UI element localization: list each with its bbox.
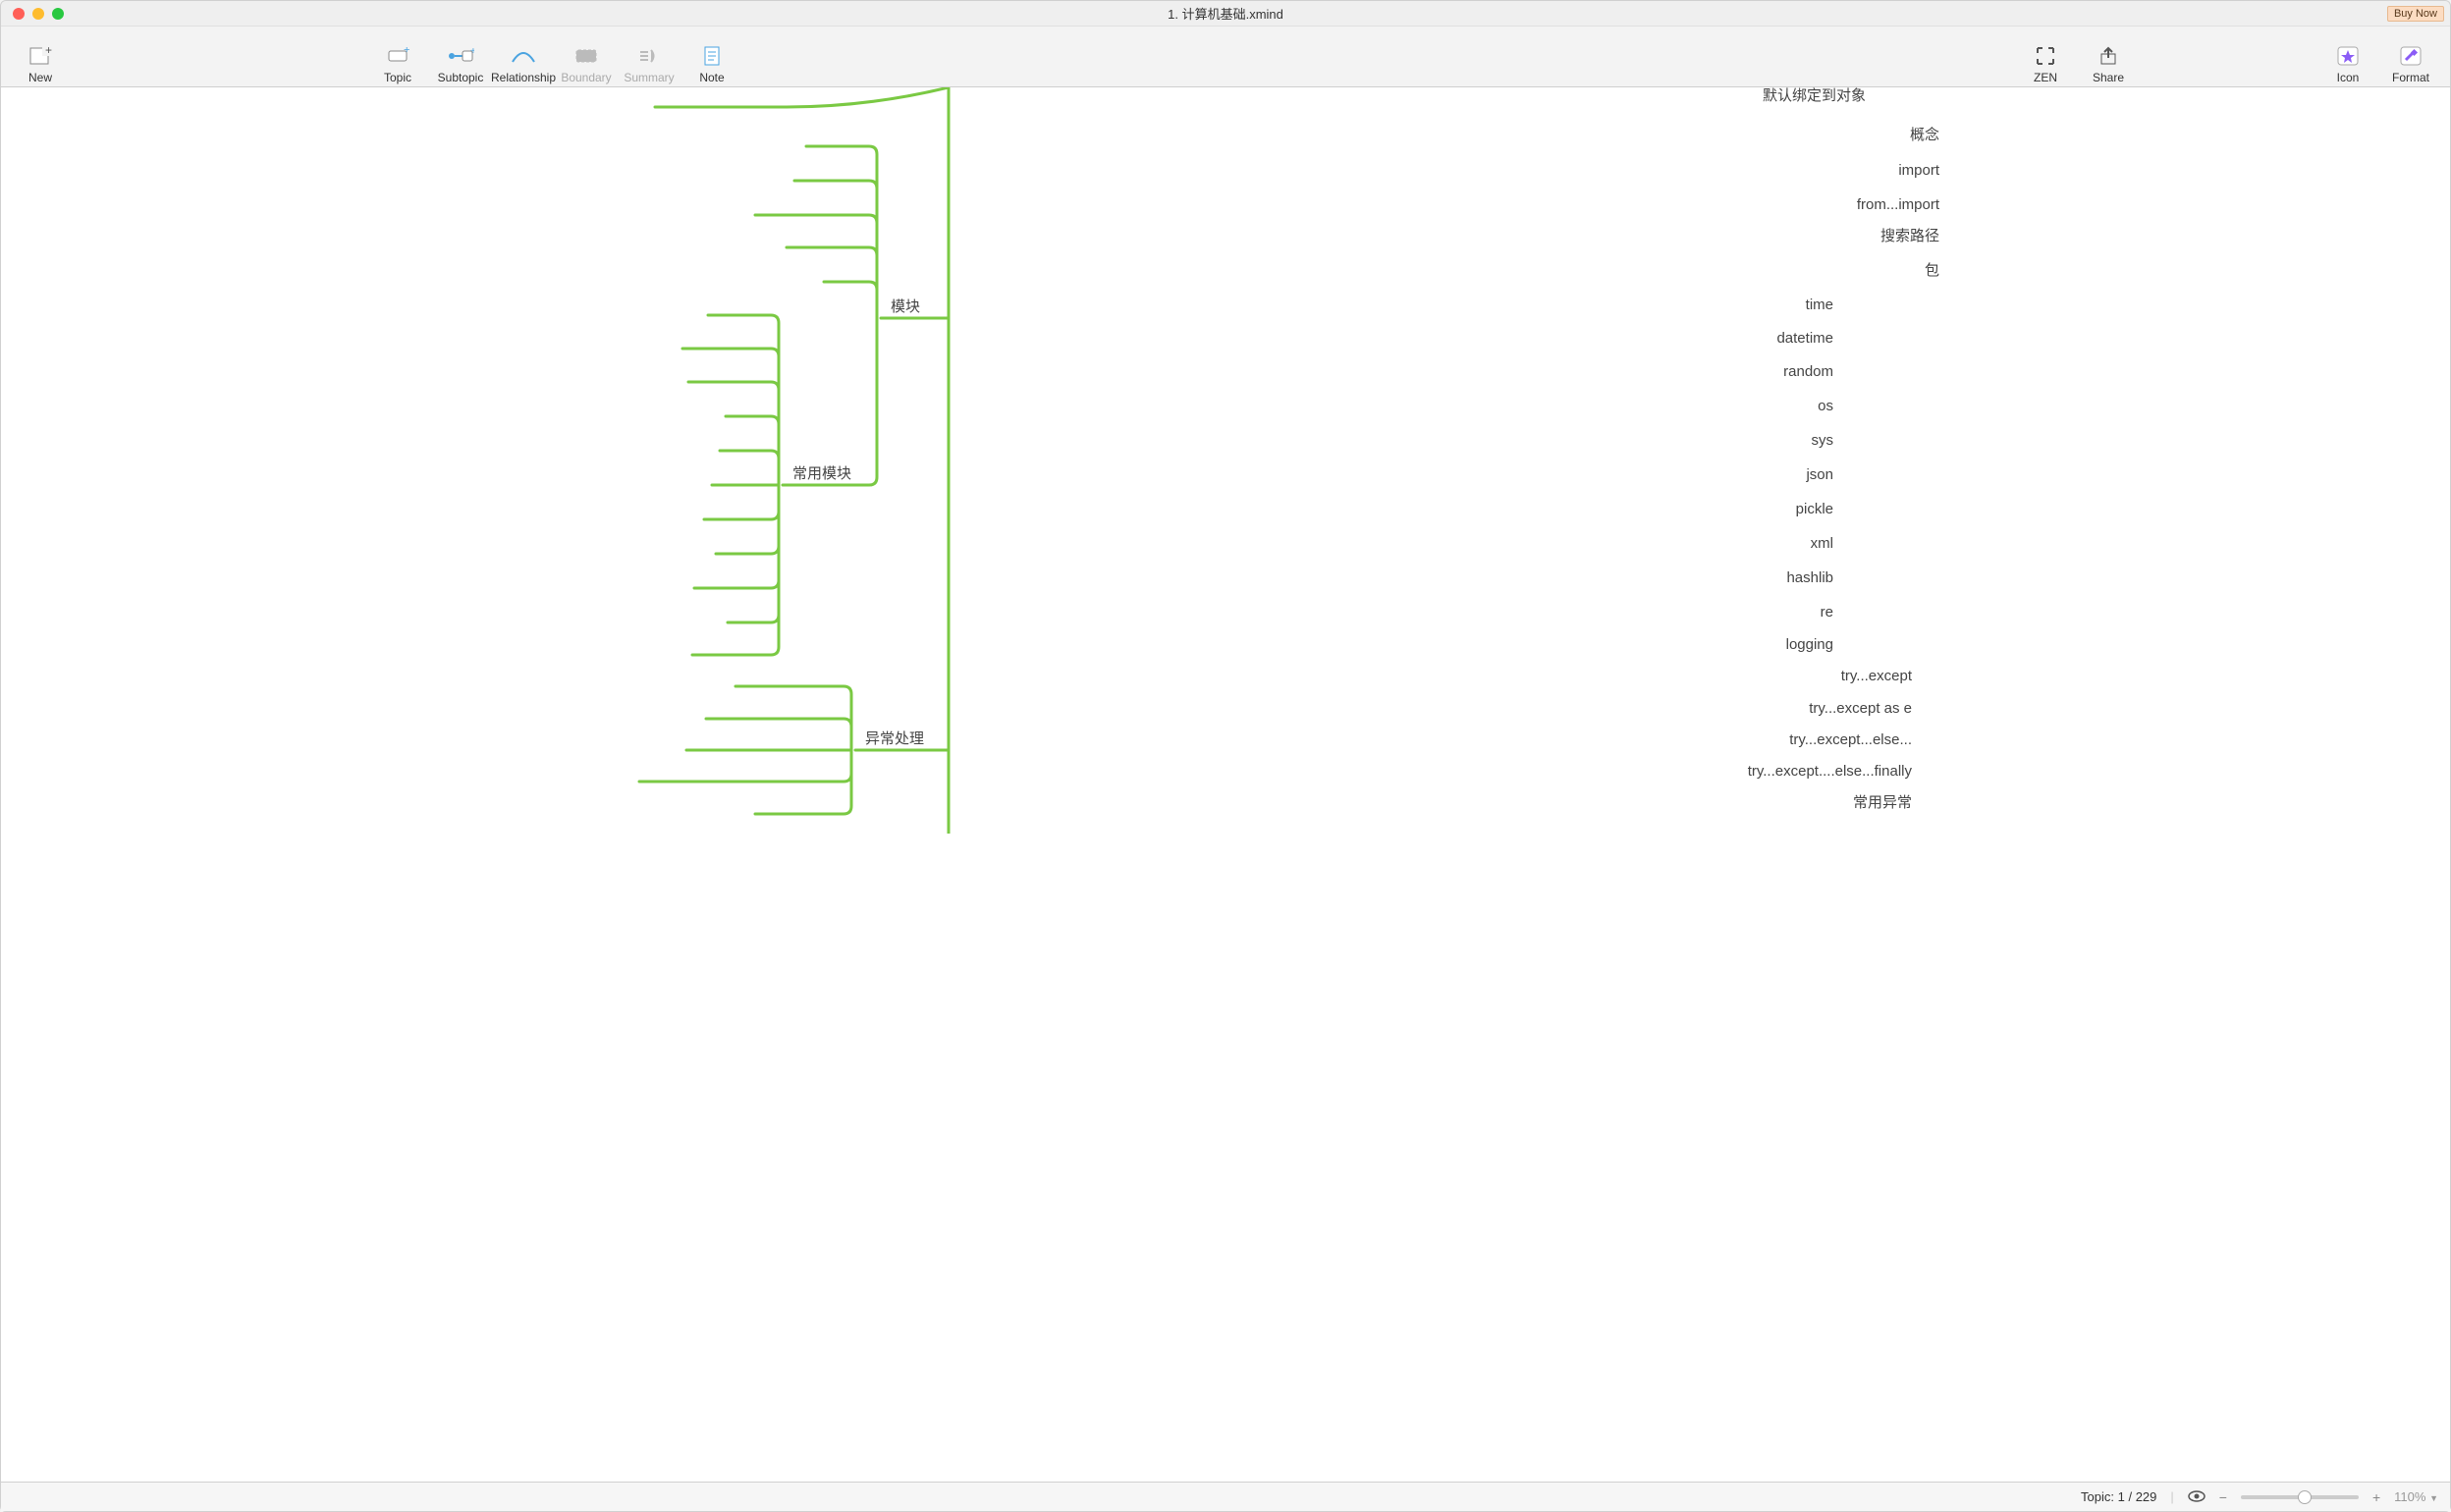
close-button[interactable] xyxy=(13,8,25,20)
app-window: 1. 计算机基础.xmind Buy Now + New + Topic + S… xyxy=(0,0,2451,1512)
mindmap-node[interactable]: random xyxy=(1783,361,1833,382)
mindmap-node[interactable]: try...except...else... xyxy=(1789,729,1912,750)
icon-button[interactable]: Icon xyxy=(2316,29,2379,84)
mindmap-node[interactable]: sys xyxy=(1812,430,1834,451)
mindmap-node[interactable]: json xyxy=(1806,464,1833,485)
mindmap-node[interactable]: 常用异常 xyxy=(1853,789,1912,814)
topic-counter: Topic: 1 / 229 xyxy=(2081,1489,2156,1504)
mindmap-node[interactable]: try...except xyxy=(1841,666,1912,686)
subtopic-label: Subtopic xyxy=(438,71,484,84)
boundary-button: Boundary xyxy=(555,29,618,84)
mindmap-node[interactable]: logging xyxy=(1786,634,1833,655)
zen-icon xyxy=(2032,45,2059,67)
zen-label: ZEN xyxy=(2034,71,2057,84)
topic-button[interactable]: + Topic xyxy=(366,29,429,84)
note-button[interactable]: Note xyxy=(681,29,743,84)
status-bar: Topic: 1 / 229 | − + 110% ▼ xyxy=(1,1482,2450,1511)
mindmap-node[interactable]: 搜索路径 xyxy=(1880,223,1939,247)
zen-button[interactable]: ZEN xyxy=(2014,29,2077,84)
relationship-button[interactable]: Relationship xyxy=(492,29,555,84)
relationship-label: Relationship xyxy=(491,71,556,84)
svg-text:+: + xyxy=(470,47,474,57)
format-icon xyxy=(2397,45,2424,67)
topic-icon: + xyxy=(384,45,411,67)
zoom-out-button[interactable]: − xyxy=(2219,1489,2227,1505)
zoom-slider[interactable] xyxy=(2241,1495,2359,1499)
summary-button: Summary xyxy=(618,29,681,84)
title-bar: 1. 计算机基础.xmind Buy Now xyxy=(1,1,2450,27)
relationship-icon xyxy=(510,45,537,67)
mindmap-node[interactable]: 包 xyxy=(1925,257,1939,282)
star-icon xyxy=(2334,45,2362,67)
summary-icon xyxy=(635,45,663,67)
buy-now-button[interactable]: Buy Now xyxy=(2387,6,2444,22)
minimize-button[interactable] xyxy=(32,8,44,20)
zoom-in-button[interactable]: + xyxy=(2372,1489,2380,1505)
new-button[interactable]: + New xyxy=(9,29,72,84)
share-icon xyxy=(2095,45,2122,67)
eye-icon[interactable] xyxy=(2188,1489,2206,1505)
mindmap-node[interactable]: 默认绑定到对象 xyxy=(1763,87,1866,107)
toolbar: + New + Topic + Subtopic Relationship Bo… xyxy=(1,27,2450,87)
mindmap-canvas[interactable]: 默认绑定到对象模块概念importfrom...import搜索路径包常用模块t… xyxy=(1,87,2450,1482)
mindmap-node[interactable]: xml xyxy=(1811,533,1833,554)
new-label: New xyxy=(28,71,52,84)
format-button[interactable]: Format xyxy=(2379,29,2442,84)
boundary-icon xyxy=(572,45,600,67)
mindmap-node[interactable]: datetime xyxy=(1776,328,1833,349)
mindmap-node[interactable]: re xyxy=(1821,602,1833,622)
subtopic-icon: + xyxy=(447,45,474,67)
subtopic-button[interactable]: + Subtopic xyxy=(429,29,492,84)
svg-text:+: + xyxy=(45,46,52,57)
zoom-slider-thumb[interactable] xyxy=(2298,1490,2312,1504)
mindmap-node[interactable]: time xyxy=(1806,295,1833,315)
mindmap-node[interactable]: hashlib xyxy=(1786,567,1833,588)
mindmap-node[interactable]: from...import xyxy=(1857,194,1939,215)
traffic-lights xyxy=(1,8,64,20)
mindmap-node[interactable]: try...except as e xyxy=(1809,698,1912,719)
svg-text:+: + xyxy=(404,47,409,56)
mindmap-node[interactable]: import xyxy=(1898,160,1939,181)
share-button[interactable]: Share xyxy=(2077,29,2140,84)
boundary-label: Boundary xyxy=(561,71,611,84)
mindmap-node[interactable]: try...except....else...finally xyxy=(1748,761,1912,782)
new-icon: + xyxy=(27,45,54,67)
note-icon xyxy=(698,45,726,67)
topic-label: Topic xyxy=(384,71,411,84)
mindmap-node[interactable]: os xyxy=(1818,396,1833,416)
window-title: 1. 计算机基础.xmind xyxy=(1,4,2450,23)
icon-label: Icon xyxy=(2337,71,2360,84)
share-label: Share xyxy=(2093,71,2124,84)
format-label: Format xyxy=(2392,71,2429,84)
zoom-button[interactable] xyxy=(52,8,64,20)
summary-label: Summary xyxy=(624,71,674,84)
zoom-value: 110% ▼ xyxy=(2394,1489,2438,1504)
note-label: Note xyxy=(699,71,724,84)
mindmap-node[interactable]: 概念 xyxy=(1910,122,1939,146)
mindmap-node[interactable]: pickle xyxy=(1796,499,1833,519)
